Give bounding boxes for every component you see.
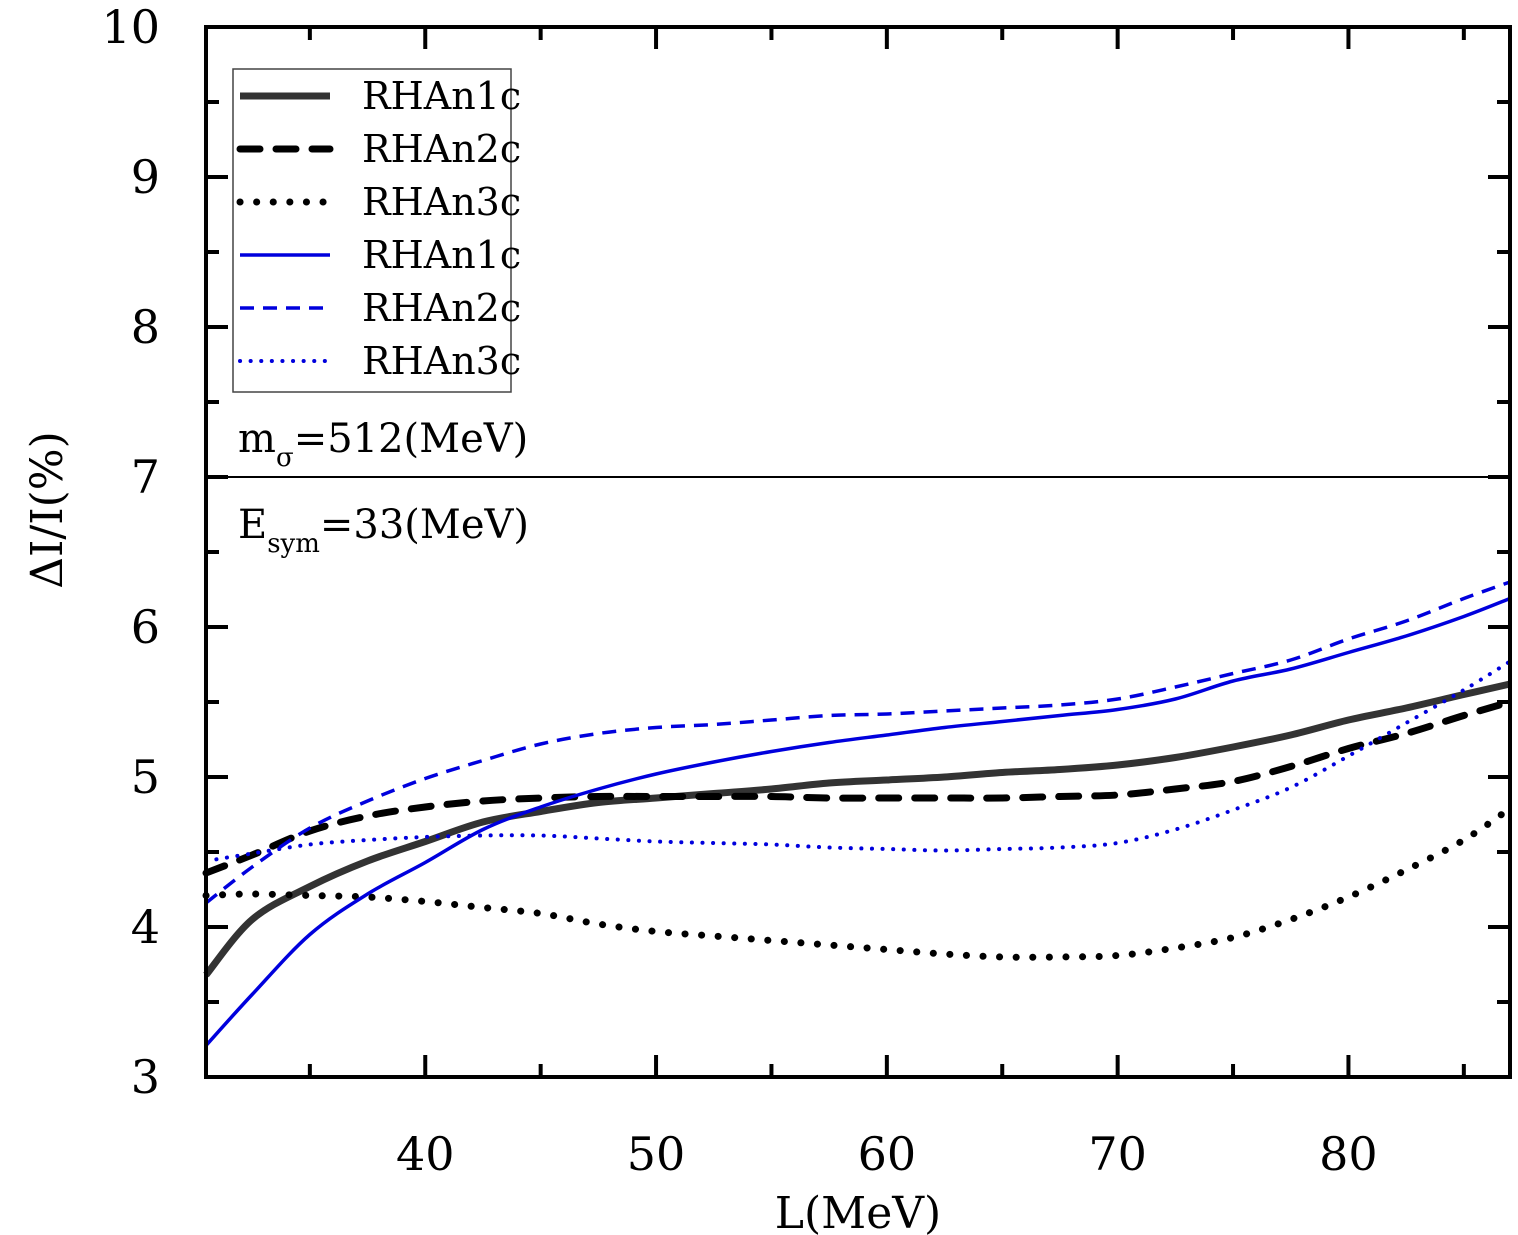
- x-axis-title: L(MeV): [775, 1188, 941, 1235]
- x-tick-label: 50: [627, 1127, 686, 1181]
- annotation-e-sym-rest: =33(MeV): [320, 502, 529, 548]
- legend-label: RHAn3c: [362, 339, 521, 383]
- series-line-3: [202, 805, 1514, 961]
- annotation-m-sigma-sub: σ: [276, 443, 294, 473]
- legend-label: RHAn1c: [362, 233, 521, 277]
- annotation-m-sigma: mσ=512(MeV): [238, 416, 528, 473]
- tick-labels: 40 50 60 70 80 3 4 5 6 7 8 9 10: [101, 0, 1377, 1181]
- plot-lines: [202, 580, 1514, 1047]
- y-tick-label: 5: [131, 750, 160, 804]
- legend-label: RHAn2c: [362, 127, 521, 171]
- x-tick-label: 60: [858, 1127, 917, 1181]
- series-line-4: [204, 596, 1511, 1047]
- legend-label: RHAn3c: [362, 180, 521, 224]
- x-tick-label: 70: [1088, 1127, 1147, 1181]
- axis-ticks: [206, 25, 1510, 1079]
- legend-label: RHAn1c: [362, 74, 521, 118]
- annotation-e-sym-sub: sym: [267, 529, 320, 559]
- series-line-5: [204, 580, 1511, 905]
- y-tick-label: 8: [131, 300, 160, 354]
- y-tick-label: 10: [101, 0, 160, 54]
- annotation-m-sigma-rest: =512(MeV): [294, 416, 529, 462]
- legend: RHAn1c RHAn2c RHAn3c RHAn1c RHAn2c RHAn3c: [232, 68, 521, 393]
- annotations: mσ=512(MeV) Esym=33(MeV): [238, 416, 529, 559]
- y-tick-label: 3: [131, 1050, 160, 1104]
- x-tick-label: 40: [396, 1127, 455, 1181]
- y-tick-label: 4: [131, 900, 160, 954]
- legend-label: RHAn2c: [362, 286, 521, 330]
- series-line-1: [203, 680, 1511, 978]
- y-axis-title: ΔI/I(%): [22, 431, 73, 589]
- y-tick-label: 7: [131, 450, 160, 504]
- annotation-e-sym: Esym=33(MeV): [238, 502, 529, 559]
- legend-box: [232, 68, 512, 393]
- y-tick-label: 9: [131, 150, 160, 204]
- series-line-2: [202, 698, 1514, 877]
- x-tick-label: 80: [1319, 1127, 1378, 1181]
- annotation-e-sym-main: E: [238, 502, 267, 548]
- y-tick-label: 6: [131, 600, 160, 654]
- annotation-m-sigma-main: m: [238, 416, 276, 462]
